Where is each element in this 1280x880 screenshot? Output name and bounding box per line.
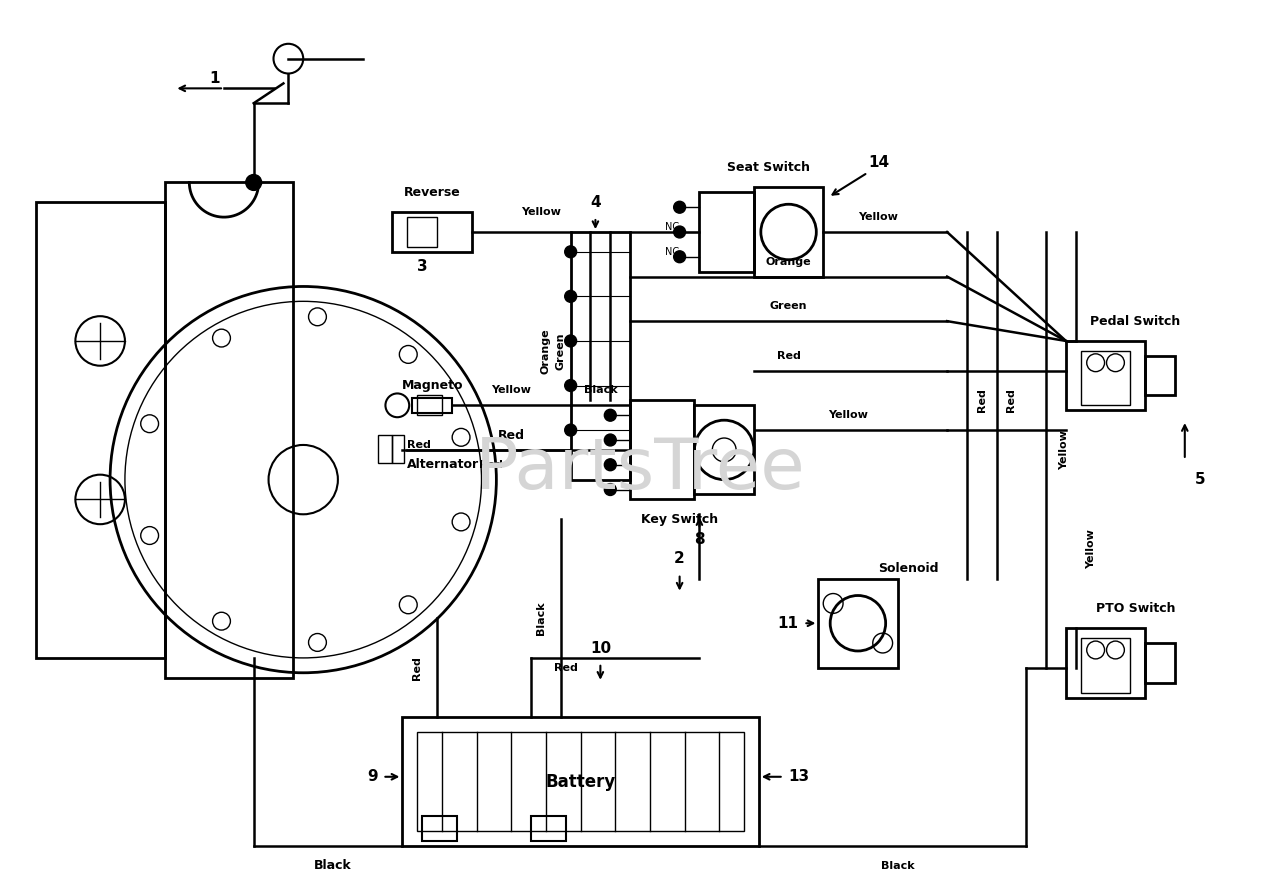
Text: Red: Red — [412, 656, 422, 679]
Circle shape — [564, 335, 576, 347]
Bar — [412, 399, 452, 414]
Text: Seat Switch: Seat Switch — [727, 161, 810, 174]
Text: Red: Red — [777, 351, 800, 361]
Circle shape — [673, 202, 686, 213]
Bar — [36, 202, 165, 658]
Text: PTO Switch: PTO Switch — [1096, 602, 1175, 615]
Text: 11: 11 — [777, 616, 799, 631]
Text: Red: Red — [1006, 388, 1016, 413]
Circle shape — [604, 458, 616, 471]
Circle shape — [604, 409, 616, 422]
Bar — [1080, 351, 1130, 406]
Text: Black: Black — [536, 602, 547, 635]
Text: 9: 9 — [367, 769, 378, 784]
Text: 1: 1 — [209, 71, 219, 86]
Text: Yellow: Yellow — [492, 385, 531, 395]
Text: Orange: Orange — [541, 328, 550, 374]
Bar — [571, 232, 630, 480]
Bar — [422, 817, 457, 841]
Text: Red: Red — [554, 663, 577, 673]
Text: Red: Red — [498, 429, 525, 442]
Bar — [699, 193, 754, 272]
Bar — [165, 182, 293, 678]
Text: 3: 3 — [417, 259, 428, 275]
Bar — [1066, 628, 1146, 698]
Text: Black: Black — [584, 385, 617, 395]
Bar — [1146, 643, 1175, 683]
Text: Green: Green — [769, 301, 808, 312]
Bar — [393, 212, 471, 252]
Text: 14: 14 — [868, 155, 888, 170]
Bar — [402, 717, 759, 846]
Text: Yellow: Yellow — [521, 207, 561, 217]
Bar — [393, 435, 404, 463]
Text: 2: 2 — [675, 552, 685, 567]
Text: Red: Red — [480, 459, 503, 470]
Text: Black: Black — [314, 860, 352, 872]
Text: Solenoid: Solenoid — [878, 562, 938, 576]
Circle shape — [673, 251, 686, 263]
Bar — [754, 187, 823, 276]
Text: 4: 4 — [590, 194, 600, 209]
Text: NC: NC — [666, 246, 680, 257]
Text: Red: Red — [977, 388, 987, 413]
Bar — [531, 817, 566, 841]
Text: Yellow: Yellow — [1085, 529, 1096, 568]
Bar — [417, 395, 442, 415]
Text: Yellow: Yellow — [858, 212, 897, 222]
Circle shape — [564, 290, 576, 303]
Bar — [1146, 356, 1175, 395]
Bar — [1080, 638, 1130, 693]
Bar — [417, 732, 744, 832]
Text: Battery: Battery — [545, 773, 616, 791]
Bar — [1066, 341, 1146, 410]
Text: Magneto: Magneto — [402, 379, 463, 392]
Text: 10: 10 — [590, 641, 611, 656]
Text: Orange: Orange — [765, 257, 812, 267]
Text: Yellow: Yellow — [828, 410, 868, 421]
Text: Black: Black — [881, 861, 914, 871]
Circle shape — [564, 246, 576, 258]
Bar — [630, 400, 695, 500]
Bar — [378, 435, 393, 463]
Circle shape — [564, 379, 576, 392]
Circle shape — [246, 174, 261, 190]
Bar — [407, 217, 436, 247]
Circle shape — [673, 226, 686, 238]
Text: 5: 5 — [1194, 473, 1206, 488]
Text: 8: 8 — [694, 532, 705, 546]
Text: Red: Red — [407, 440, 431, 450]
Text: Green: Green — [556, 332, 566, 370]
Circle shape — [604, 484, 616, 495]
Text: 13: 13 — [788, 769, 810, 784]
Text: Reverse: Reverse — [403, 186, 461, 199]
Bar — [695, 406, 754, 495]
Text: Alternator: Alternator — [407, 458, 479, 472]
Circle shape — [564, 424, 576, 436]
Circle shape — [604, 434, 616, 446]
Text: NC: NC — [666, 222, 680, 232]
Text: PartsTree: PartsTree — [475, 436, 805, 504]
Text: Yellow: Yellow — [1059, 430, 1069, 470]
Text: Pedal Switch: Pedal Switch — [1091, 315, 1180, 327]
Bar — [818, 579, 897, 668]
Text: Key Switch: Key Switch — [641, 513, 718, 525]
